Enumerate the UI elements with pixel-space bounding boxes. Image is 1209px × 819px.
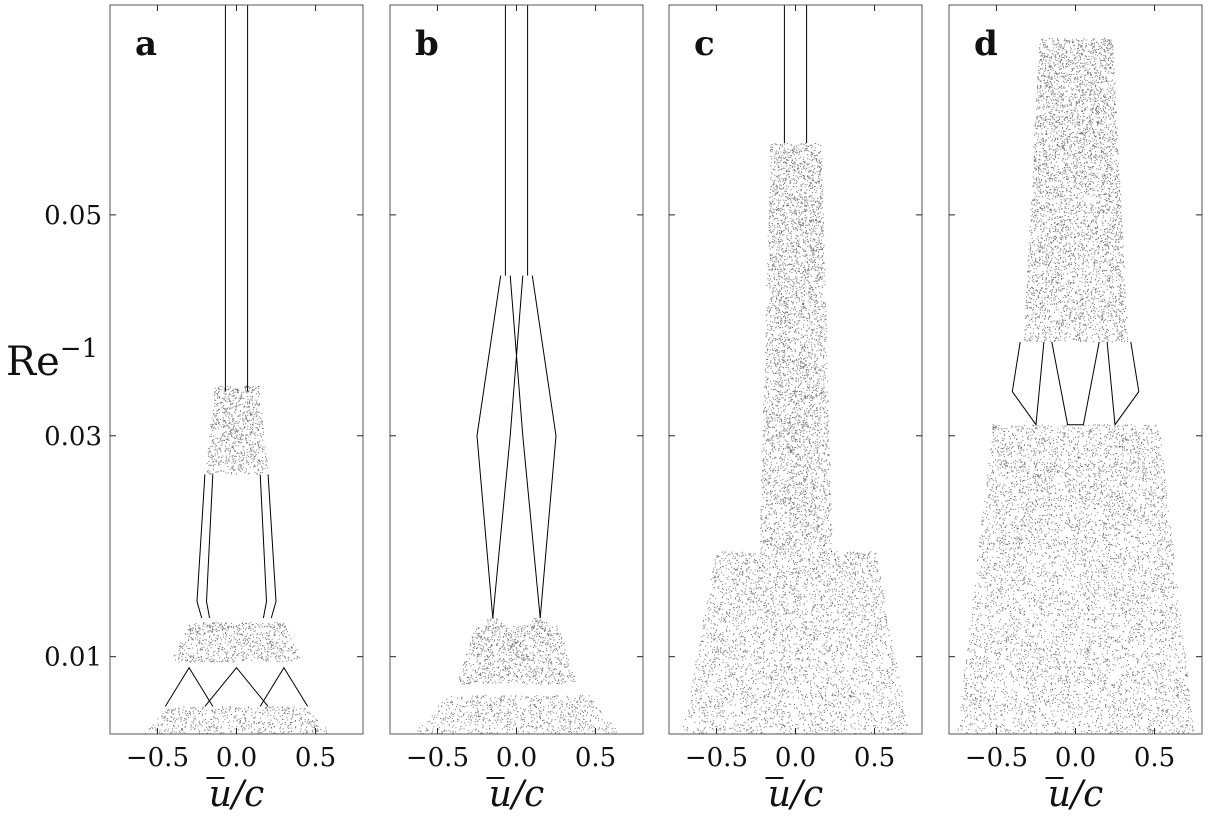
branch-line <box>259 666 309 707</box>
x-tick-label: −0.5 <box>126 743 189 773</box>
panel-d: −0.5 0.0 0.5 u/c d <box>948 4 1203 815</box>
scatter-region <box>173 622 300 663</box>
scatter-points <box>459 625 576 685</box>
plot-area <box>957 37 1195 734</box>
panels: 0.01 0.03 0.05 −0.5 0.0 0.5 u/c a −0.5 0.0 0.5 u/c b… <box>44 4 1203 815</box>
branch-line <box>259 474 268 619</box>
scatter-points <box>1023 37 1129 343</box>
scatter-region <box>957 424 1195 734</box>
x-axis-label: u/c <box>209 774 264 815</box>
branch-line <box>1011 341 1045 427</box>
scatter-region <box>760 142 833 553</box>
panel-b: −0.5 0.0 0.5 u/c b <box>389 4 644 815</box>
scatter-region <box>459 625 576 685</box>
x-axis-label: u/c <box>1048 774 1103 815</box>
x-axis-label: u/c <box>489 774 544 815</box>
y-tick-label: 0.01 <box>44 643 102 673</box>
y-axis-label: Re−1 <box>6 334 98 385</box>
plot-area <box>145 5 328 734</box>
branch-line <box>492 275 524 619</box>
branch-line <box>531 275 557 619</box>
x-tick-label: 0.5 <box>295 743 336 773</box>
plot-area <box>683 5 908 734</box>
plot-area <box>417 5 617 734</box>
branch-line <box>1051 341 1100 426</box>
axes-frame <box>668 4 923 735</box>
panel-a: 0.01 0.03 0.05 −0.5 0.0 0.5 u/c a <box>44 4 364 815</box>
scatter-points <box>485 617 504 630</box>
scatter-points <box>760 142 833 553</box>
scatter-region <box>485 617 504 630</box>
axes-frame <box>948 4 1203 735</box>
branch-line <box>196 474 206 619</box>
branch-line <box>267 474 277 619</box>
scatter-points <box>683 551 908 734</box>
axes-frame <box>389 4 644 735</box>
panel-c: −0.5 0.0 0.5 u/c c <box>668 4 923 815</box>
branch-line <box>204 666 269 707</box>
y-tick-label: 0.03 <box>44 422 102 452</box>
scatter-points <box>173 622 300 663</box>
branch-line <box>509 275 541 619</box>
y-tick-label: 0.05 <box>44 201 102 231</box>
panel-label: b <box>415 24 439 64</box>
scatter-region <box>530 617 548 630</box>
scatter-points <box>957 424 1195 734</box>
scatter-points <box>417 694 617 734</box>
x-tick-label: 0.5 <box>1134 743 1175 773</box>
x-tick-label: 0.0 <box>1055 743 1096 773</box>
panel-label: a <box>135 24 157 64</box>
scatter-region <box>1023 37 1129 343</box>
branch-line <box>205 474 214 619</box>
x-tick-label: 0.5 <box>854 743 895 773</box>
x-axis-label: u/c <box>768 774 823 815</box>
branch-line <box>1106 341 1140 427</box>
x-tick-label: 0.0 <box>496 743 537 773</box>
branch-line <box>476 275 502 619</box>
x-tick-label: 0.0 <box>216 743 257 773</box>
scatter-region <box>206 385 268 475</box>
x-tick-label: 0.5 <box>575 743 616 773</box>
x-tick-label: 0.0 <box>775 743 816 773</box>
axes-frame <box>109 4 364 735</box>
panel-label: c <box>694 24 715 64</box>
x-tick-label: −0.5 <box>965 743 1028 773</box>
branch-line <box>164 666 214 707</box>
scatter-region <box>683 551 908 734</box>
x-tick-label: −0.5 <box>406 743 469 773</box>
scatter-region <box>417 694 617 734</box>
scatter-points <box>206 385 268 475</box>
x-tick-label: −0.5 <box>685 743 748 773</box>
panel-label: d <box>974 24 998 64</box>
scatter-points <box>530 617 548 630</box>
